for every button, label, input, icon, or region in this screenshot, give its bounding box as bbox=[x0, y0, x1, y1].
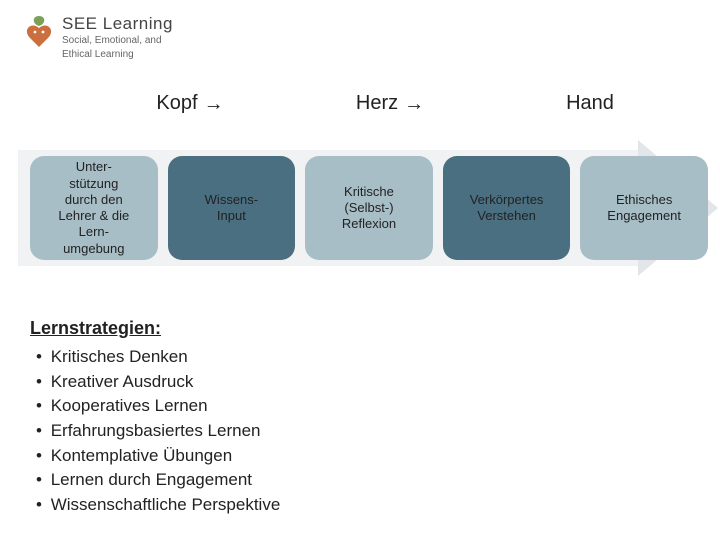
brand-tagline-line1: Social, Emotional, and bbox=[62, 35, 173, 48]
strategies-list: Kritisches DenkenKreativer AusdruckKoope… bbox=[30, 345, 280, 517]
process-stage-label: Unter-stützungdurch denLehrer & dieLern-… bbox=[58, 159, 129, 257]
process-stage-box: EthischesEngagement bbox=[580, 156, 708, 260]
process-header-item: Herz → bbox=[320, 92, 460, 115]
strategies-title: Lernstrategien: bbox=[30, 318, 280, 339]
brand-mark-icon bbox=[24, 14, 54, 50]
brand-tagline-line2: Ethical Learning bbox=[62, 49, 173, 62]
arrow-right-icon: → bbox=[404, 94, 424, 114]
strategy-item: Kontemplative Übungen bbox=[30, 444, 280, 469]
strategy-item: Lernen durch Engagement bbox=[30, 468, 280, 493]
arrow-right-icon: → bbox=[204, 94, 224, 114]
process-stage-label: Wissens-Input bbox=[205, 192, 258, 225]
process-stage-box: VerkörpertesVerstehen bbox=[443, 156, 571, 260]
process-header-item: Kopf → bbox=[120, 92, 260, 115]
process-stage-box: Wissens-Input bbox=[168, 156, 296, 260]
process-stage-box: Unter-stützungdurch denLehrer & dieLern-… bbox=[30, 156, 158, 260]
process-stage-label: VerkörpertesVerstehen bbox=[470, 192, 544, 225]
strategy-item: Kreativer Ausdruck bbox=[30, 370, 280, 395]
process-stage-box: Kritische(Selbst-)Reflexion bbox=[305, 156, 433, 260]
process-header-label: Kopf bbox=[156, 92, 197, 115]
strategy-item: Kritisches Denken bbox=[30, 345, 280, 370]
process-header: Kopf → Herz → Hand bbox=[120, 92, 720, 115]
process-stage-label: Kritische(Selbst-)Reflexion bbox=[342, 184, 396, 233]
strategy-item: Wissenschaftliche Perspektive bbox=[30, 493, 280, 518]
brand-logo: SEE Learning Social, Emotional, and Ethi… bbox=[24, 14, 173, 61]
process-stage-label: EthischesEngagement bbox=[607, 192, 681, 225]
brand-title: SEE Learning bbox=[62, 14, 173, 34]
process-header-label: Hand bbox=[566, 92, 614, 115]
process-header-label: Herz bbox=[356, 92, 398, 115]
strategy-item: Erfahrungsbasiertes Lernen bbox=[30, 419, 280, 444]
process-stages: Unter-stützungdurch denLehrer & dieLern-… bbox=[30, 156, 708, 260]
process-header-item: Hand bbox=[520, 92, 660, 115]
strategy-item: Kooperatives Lernen bbox=[30, 394, 280, 419]
strategies-block: Lernstrategien: Kritisches DenkenKreativ… bbox=[30, 318, 280, 517]
